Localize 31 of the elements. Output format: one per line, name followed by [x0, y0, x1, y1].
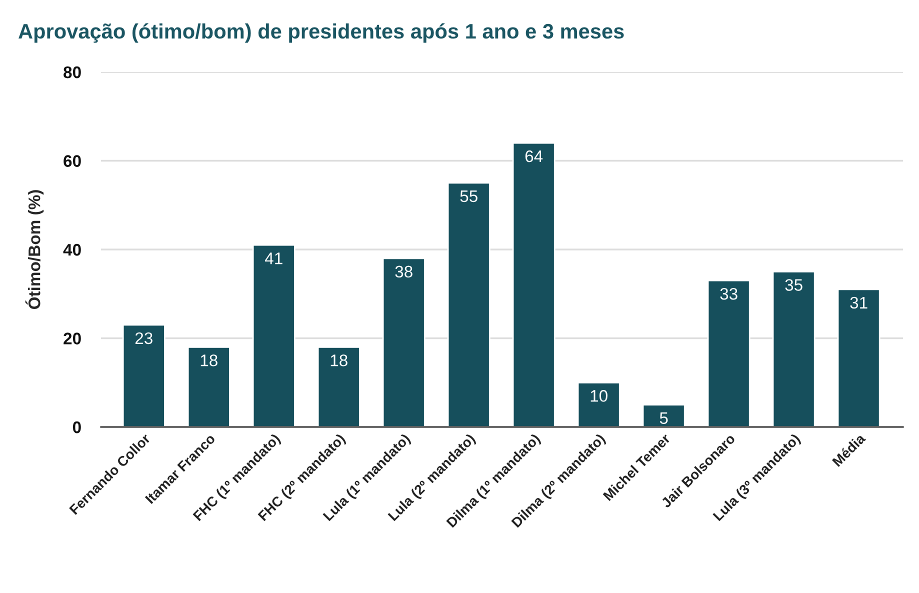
data-label: 33	[720, 288, 738, 300]
chart-title: Aprovação (ótimo/bom) de presidentes após 1 ano e 3 meses	[18, 23, 624, 43]
bar	[512, 142, 556, 427]
data-label: 35	[785, 279, 802, 291]
bar	[837, 288, 880, 427]
y-tick-label: 40	[63, 244, 81, 256]
bar	[252, 244, 296, 427]
data-label: 38	[395, 266, 412, 278]
bar	[577, 382, 620, 427]
bar	[382, 258, 426, 427]
y-tick-label: 0	[72, 421, 81, 434]
data-label: 64	[525, 150, 543, 162]
data-label: 10	[590, 390, 608, 402]
data-label: 18	[330, 354, 348, 366]
bar	[642, 404, 686, 427]
y-tick-label: 80	[64, 66, 81, 78]
data-label: 41	[264, 252, 282, 264]
data-label: 31	[850, 296, 868, 309]
bar	[707, 280, 750, 427]
bar	[447, 182, 490, 427]
y-tick-label: 20	[64, 332, 81, 344]
data-label: 23	[135, 332, 152, 344]
bar	[772, 270, 816, 427]
data-label: 5	[660, 412, 668, 424]
data-label: 18	[200, 354, 218, 366]
y-tick-label: 60	[64, 155, 81, 167]
y-axis-title: Ótimo/Bom (%)	[25, 190, 44, 309]
bar	[187, 346, 230, 427]
bar	[122, 324, 166, 427]
data-label: 55	[460, 190, 478, 202]
bar	[317, 346, 360, 427]
